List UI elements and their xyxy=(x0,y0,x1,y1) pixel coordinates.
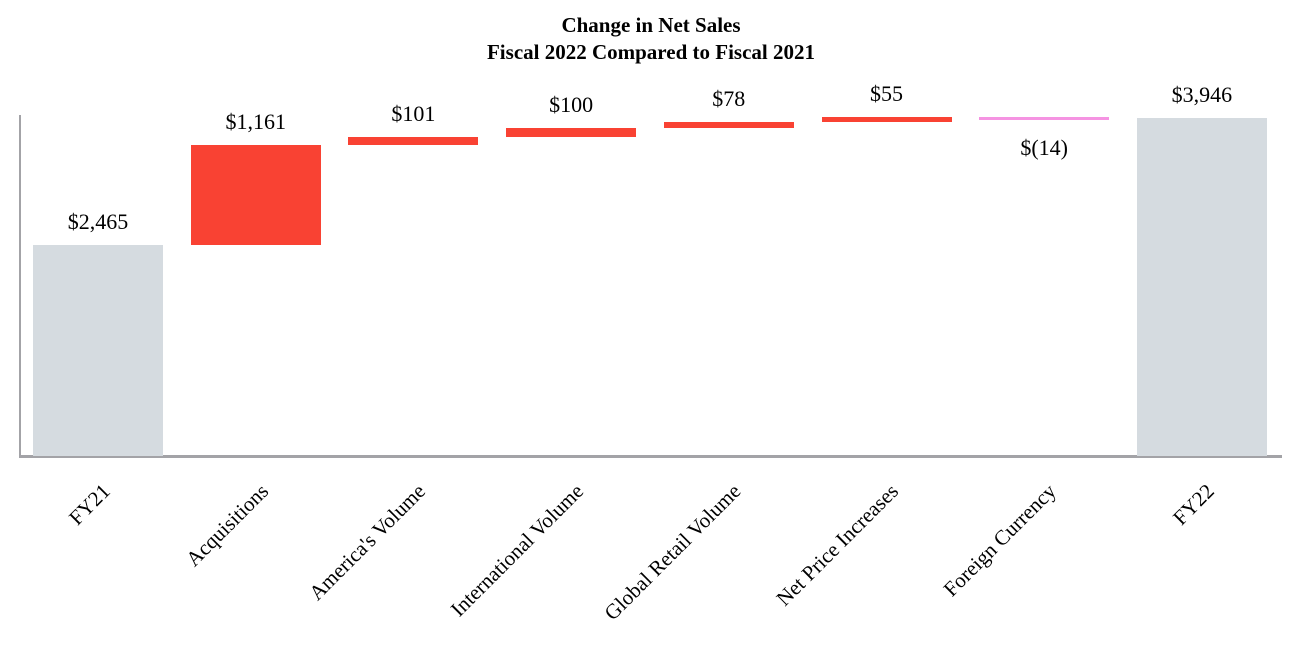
bar-america-s-volume xyxy=(348,136,479,146)
bar-international-volume xyxy=(506,128,637,137)
value-label-acquisitions: $1,161 xyxy=(225,109,286,135)
bar-net-price-increases xyxy=(821,116,952,122)
value-label-fy21: $2,465 xyxy=(67,208,129,234)
value-label-net-price-increases: $55 xyxy=(870,80,903,106)
value-label-international-volume: $100 xyxy=(549,92,594,118)
x-label-fy22: FY22 xyxy=(1168,479,1219,530)
value-label-global-retail-volume: $78 xyxy=(712,85,746,111)
chart-title: Change in Net Sales xyxy=(561,13,741,37)
bar-fy22 xyxy=(1136,118,1267,456)
x-label-international-volume: International Volume xyxy=(445,479,589,622)
value-label-fy22: $3,946 xyxy=(1171,82,1233,107)
chart-subtitle: Fiscal 2022 Compared to Fiscal 2021 xyxy=(486,40,815,64)
x-label-acquisitions: Acquisitions xyxy=(180,479,273,572)
bar-global-retail-volume xyxy=(663,121,794,129)
x-axis-line xyxy=(19,455,1282,458)
x-label-america-s-volume: America's Volume xyxy=(304,479,431,605)
bar-acquisitions xyxy=(190,145,321,245)
bar-fy21 xyxy=(33,244,163,456)
x-label-global-retail-volume: Global Retail Volume xyxy=(599,479,746,625)
bar-foreign-currency xyxy=(979,116,1110,120)
x-label-foreign-currency: Foreign Currency xyxy=(939,479,1062,602)
y-axis-line xyxy=(19,115,21,458)
x-label-net-price-increases: Net Price Increases xyxy=(771,479,904,611)
value-label-america-s-volume: $101 xyxy=(391,100,436,126)
x-label-fy21: FY21 xyxy=(64,479,115,530)
value-label-foreign-currency: $(14) xyxy=(1020,134,1069,160)
